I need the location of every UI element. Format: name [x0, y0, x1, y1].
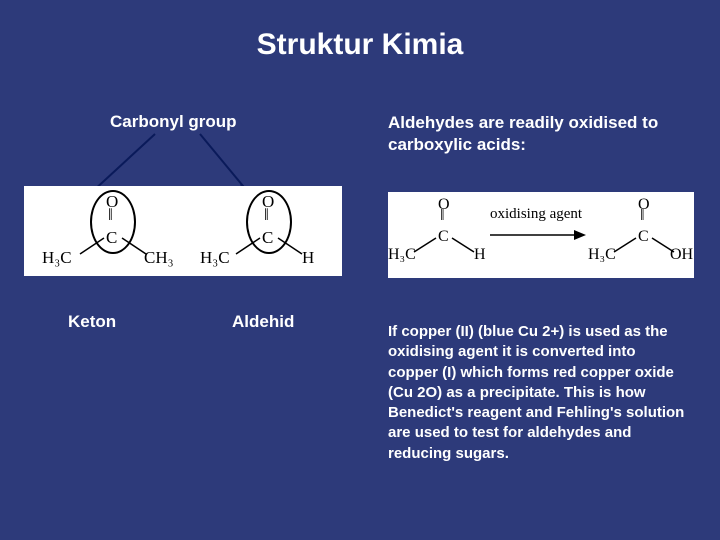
aldehyde-oxidation-label: Aldehydes are readily oxidised to carbox…: [388, 112, 698, 156]
reaction-arrow-icon: [488, 228, 588, 242]
aldehyde-right-group: H: [302, 248, 314, 268]
ketone-right-group: CH₃: [144, 248, 174, 268]
page-title: Struktur Kimia: [0, 28, 720, 62]
product-left-group: H₃C: [588, 246, 616, 264]
product-right-group: OH: [670, 246, 693, 264]
aldehid-label: Aldehid: [232, 312, 294, 332]
explanation-text: If copper (II) (blue Cu 2+) is used as t…: [388, 322, 688, 464]
carbonyl-oval-ketone: [90, 190, 136, 254]
double-bond-icon: ‖: [640, 212, 645, 221]
keton-label: Keton: [68, 312, 116, 332]
chem-panel-left: O ‖ C H₃C CH₃ O ‖ C H₃C H: [24, 186, 342, 276]
carbonyl-oval-aldehyde: [246, 190, 292, 254]
double-bond-icon: ‖: [440, 212, 445, 221]
ketone-left-group: H₃C: [42, 248, 72, 268]
reactant-bonds: [410, 236, 480, 258]
aldehyde-left-group: H₃C: [200, 248, 230, 268]
reactant-left-group: H₃C: [388, 246, 416, 264]
carbonyl-group-label: Carbonyl group: [110, 112, 237, 132]
reactant-right-group: H: [474, 246, 486, 264]
chem-panel-right: O ‖ C H₃C H oxidising agent O ‖ C H₃C OH: [388, 192, 694, 278]
oxidising-agent-label: oxidising agent: [490, 206, 582, 223]
